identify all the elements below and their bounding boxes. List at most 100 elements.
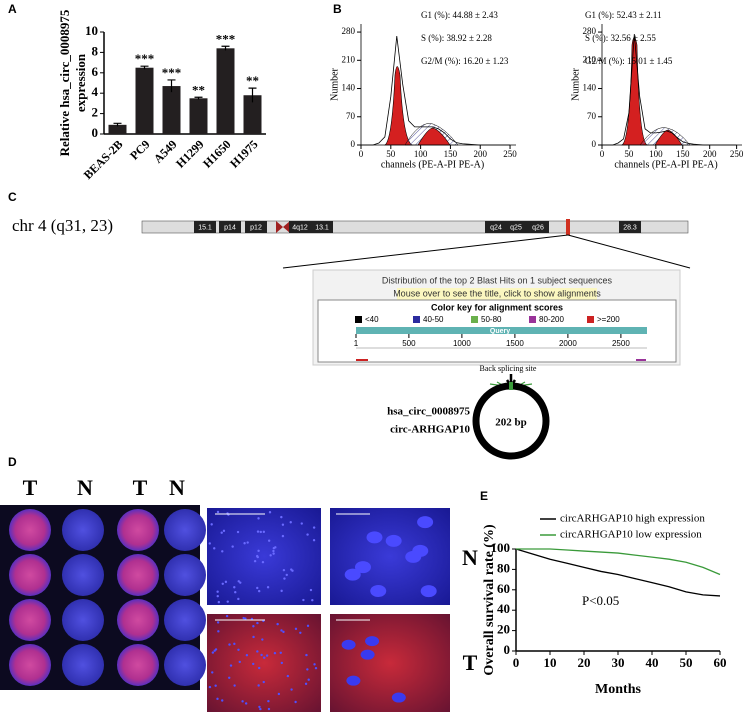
nucleus: [344, 568, 361, 581]
key-label: >=200: [597, 315, 620, 324]
x-tick-label: 150: [676, 149, 690, 159]
x-tick-label: 10: [544, 655, 557, 670]
blast-title: Distribution of the top 2 Blast Hits on …: [382, 275, 613, 285]
nucleus: [417, 516, 434, 529]
nucleus: [233, 586, 236, 589]
centromere: [276, 221, 290, 233]
nucleus: [228, 676, 231, 680]
nucleus: [272, 552, 275, 555]
stat: S (%): 32.56 ± 2.55: [585, 33, 656, 43]
nucleus: [370, 584, 387, 597]
y-tick-label: 280: [583, 26, 597, 36]
query-tick-label: 2500: [612, 339, 630, 348]
band: [245, 221, 267, 233]
y-tick-label: 6: [92, 64, 99, 79]
nucleus: [216, 594, 219, 598]
nucleus: [360, 649, 375, 660]
core: [62, 644, 104, 686]
nucleus: [229, 664, 233, 667]
histogram-line: [361, 36, 511, 146]
nucleus: [231, 545, 234, 548]
nucleus: [289, 521, 292, 524]
nucleus: [228, 643, 231, 646]
nucleus: [385, 534, 402, 547]
nucleus: [312, 539, 316, 542]
core: [9, 599, 51, 641]
x-tick-label: 30: [612, 655, 625, 670]
micrograph: [207, 614, 321, 712]
band: [311, 221, 333, 233]
y-tick-label: 40: [497, 601, 510, 616]
significance: ***: [135, 51, 155, 66]
nucleus: [244, 702, 248, 705]
nucleus: [277, 692, 281, 696]
micrograph: [330, 614, 450, 712]
junction: [509, 382, 513, 390]
panel-label: D: [8, 455, 17, 469]
x-tick-label: 200: [703, 149, 717, 159]
nucleus: [341, 639, 356, 650]
y-tick-label: 80: [497, 560, 510, 575]
nucleus: [256, 530, 260, 533]
x-tick-label: H1299: [173, 137, 206, 170]
row-label: T: [463, 650, 478, 675]
band: [219, 221, 241, 233]
bar: [243, 95, 262, 134]
band: [527, 221, 549, 233]
nucleus: [282, 630, 285, 634]
x-tick-label: H1975: [227, 137, 260, 170]
key-swatch: [529, 316, 536, 323]
nucleus: [280, 629, 283, 632]
error-bar: [221, 45, 230, 51]
core: [117, 599, 159, 641]
y-tick-label: 100: [491, 540, 511, 555]
nucleus: [261, 560, 265, 564]
nucleus: [365, 636, 380, 647]
x-axis-label: Months: [595, 682, 641, 697]
stat: S (%): 38.92 ± 2.28: [421, 33, 492, 43]
blast-hint: Mouse over to see the title, click to sh…: [393, 288, 601, 298]
nucleus: [261, 638, 264, 641]
nucleus: [214, 684, 217, 687]
x-tick-label: H1650: [200, 137, 233, 170]
nucleus: [281, 534, 285, 538]
x-tick-label: 60: [714, 655, 727, 670]
nucleus: [302, 598, 305, 602]
nucleus: [252, 625, 255, 628]
x-tick-label: 200: [473, 149, 487, 159]
core: [117, 644, 159, 686]
nucleus: [281, 523, 285, 526]
tma-cores: [9, 509, 206, 686]
core: [9, 554, 51, 596]
histogram-line: [602, 34, 737, 146]
nucleus: [262, 680, 265, 684]
y-axis-label: Number: [570, 67, 581, 100]
nucleus: [217, 600, 221, 604]
core: [9, 509, 51, 551]
core: [62, 599, 104, 641]
query-tick-label: 1000: [453, 339, 471, 348]
g2-fit: [654, 129, 683, 146]
band-label: 15.1: [198, 224, 212, 231]
panel-label: E: [480, 489, 488, 503]
nucleus: [259, 707, 262, 711]
legend-label: circARHGAP10 low expression: [560, 529, 702, 541]
band-label: q24: [490, 224, 502, 231]
circ-length: 202 bp: [495, 417, 527, 429]
y-tick-label: 70: [587, 111, 597, 121]
nucleus: [282, 568, 286, 572]
nucleus: [252, 635, 255, 639]
nucleus: [268, 511, 272, 514]
band-label: 28.3: [623, 224, 637, 231]
nucleus: [236, 530, 240, 534]
x-tick-label: 250: [730, 149, 744, 159]
nucleus: [306, 533, 309, 536]
nucleus: [225, 614, 229, 618]
band-label: 4q12: [292, 224, 308, 231]
nucleus: [221, 550, 224, 553]
y-tick-label: 210: [583, 54, 597, 64]
x-tick-label: 50: [680, 655, 693, 670]
nucleus: [216, 590, 219, 593]
site-label: Back splicing site: [480, 364, 537, 373]
